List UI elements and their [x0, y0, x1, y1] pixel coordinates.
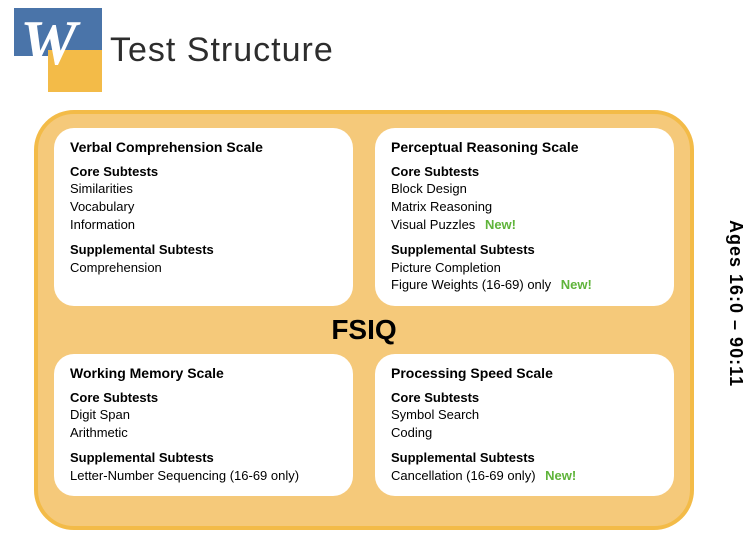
panel-title: Working Memory Scale — [70, 364, 337, 383]
top-row: Verbal Comprehension Scale Core Subtests… — [54, 128, 674, 306]
supp-subhead: Supplemental Subtests — [70, 449, 337, 467]
subtest-item: Picture Completion — [391, 259, 658, 277]
supp-subhead: Supplemental Subtests — [70, 241, 337, 259]
subtest-item: Visual Puzzles New! — [391, 216, 658, 234]
subtest-label: Figure Weights (16-69) only — [391, 277, 551, 292]
panel-working-memory: Working Memory Scale Core Subtests Digit… — [54, 354, 353, 497]
fsiq-frame: Verbal Comprehension Scale Core Subtests… — [34, 110, 694, 530]
subtest-item: Similarities — [70, 180, 337, 198]
core-subhead: Core Subtests — [70, 389, 337, 407]
core-subhead: Core Subtests — [391, 389, 658, 407]
panel-perceptual-reasoning: Perceptual Reasoning Scale Core Subtests… — [375, 128, 674, 306]
core-subhead: Core Subtests — [70, 163, 337, 181]
subtest-item: Letter-Number Sequencing (16-69 only) — [70, 467, 337, 485]
subtest-label: Matrix Reasoning — [391, 199, 492, 214]
panel-processing-speed: Processing Speed Scale Core Subtests Sym… — [375, 354, 674, 497]
subtest-item: Information — [70, 216, 337, 234]
subtest-item: Block Design — [391, 180, 658, 198]
subtest-label: Block Design — [391, 181, 467, 196]
panel-title: Verbal Comprehension Scale — [70, 138, 337, 157]
page-title: Test Structure — [110, 31, 334, 70]
new-badge: New! — [545, 468, 576, 483]
subtest-item: Vocabulary — [70, 198, 337, 216]
subtest-item: Digit Span — [70, 406, 337, 424]
subtest-item: Symbol Search — [391, 406, 658, 424]
panel-title: Processing Speed Scale — [391, 364, 658, 383]
fsiq-label: FSIQ — [54, 314, 674, 346]
subtest-label: Cancellation (16-69 only) — [391, 468, 536, 483]
subtest-label: Visual Puzzles — [391, 217, 475, 232]
subtest-item: Coding — [391, 424, 658, 442]
logo-icon: W — [14, 8, 102, 92]
subtest-item: Matrix Reasoning — [391, 198, 658, 216]
subtest-item: Comprehension — [70, 259, 337, 277]
subtest-label: Picture Completion — [391, 260, 501, 275]
supp-subhead: Supplemental Subtests — [391, 449, 658, 467]
header: W Test Structure — [0, 0, 748, 92]
age-range-label: Ages 16:0 – 90:11 — [725, 220, 746, 387]
supp-subhead: Supplemental Subtests — [391, 241, 658, 259]
subtest-item: Figure Weights (16-69) only New! — [391, 276, 658, 294]
panel-title: Perceptual Reasoning Scale — [391, 138, 658, 157]
subtest-item: Arithmetic — [70, 424, 337, 442]
core-subhead: Core Subtests — [391, 163, 658, 181]
new-badge: New! — [485, 217, 516, 232]
panel-verbal-comprehension: Verbal Comprehension Scale Core Subtests… — [54, 128, 353, 306]
bottom-row: Working Memory Scale Core Subtests Digit… — [54, 354, 674, 497]
new-badge: New! — [561, 277, 592, 292]
subtest-item: Cancellation (16-69 only) New! — [391, 467, 658, 485]
